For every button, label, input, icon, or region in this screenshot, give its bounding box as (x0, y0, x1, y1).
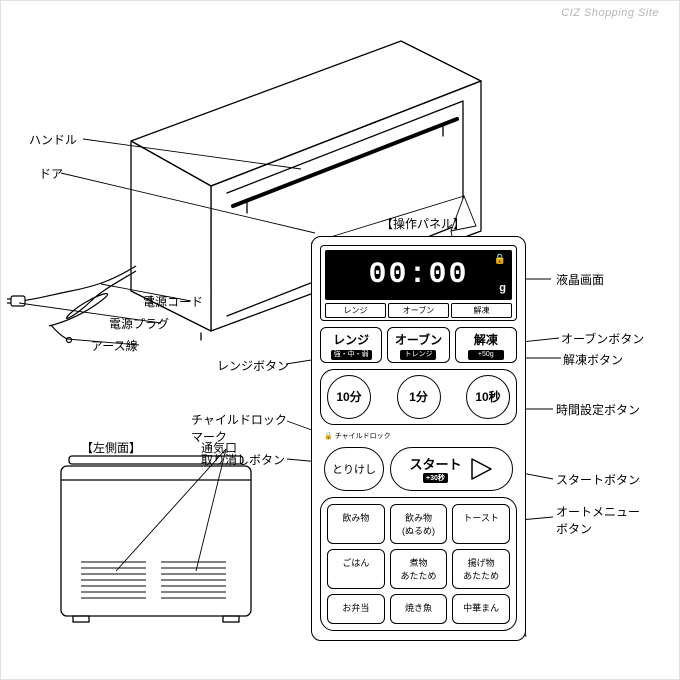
lcd-tab: 解凍 (451, 303, 512, 318)
start-button[interactable]: スタート +30秒 (390, 447, 513, 491)
play-icon (468, 456, 494, 482)
auto-btn[interactable]: 中華まん (452, 594, 510, 624)
callout-start-btn: スタートボタン (556, 471, 640, 488)
page: CIZ Shopping Site (0, 0, 680, 680)
callout-cancel-btn: 取り消しボタン (201, 451, 285, 468)
start-text: スタート +30秒 (409, 454, 461, 483)
control-panel: 🔒 00:00 g レンジ オーブン 解凍 レンジ 強・中・弱 オーブン トレン… (311, 236, 526, 641)
label-power-plug: 電源プラグ (109, 315, 169, 332)
start-sub: +30秒 (423, 473, 448, 483)
callout-time-btn: 時間設定ボタン (556, 401, 640, 418)
callout-oven-btn: オーブンボタン (561, 330, 644, 347)
mode-button-row: レンジ 強・中・弱 オーブン トレンジ 解凍 +50g (320, 327, 517, 363)
auto-btn[interactable]: 煮物 あたため (390, 549, 448, 589)
childlock-text: チャイルドロック (335, 431, 391, 441)
callout-childlock: チャイルドロック マーク (191, 411, 287, 445)
auto-menu-group: 飲み物 飲み物 (ぬるめ) トースト ごはん 煮物 あたため 揚げ物 あたため … (320, 497, 517, 631)
cancel-button[interactable]: とりけし (324, 447, 384, 491)
time-button-group: 10分 1分 10秒 (320, 369, 517, 425)
lcd: 🔒 00:00 g レンジ オーブン 解凍 (320, 245, 517, 321)
lcd-tabs: レンジ オーブン 解凍 (325, 303, 512, 318)
lock-icon-small: 🔒 (324, 432, 333, 440)
defrost-button-sub: +50g (468, 350, 504, 360)
range-button[interactable]: レンジ 強・中・弱 (320, 327, 382, 363)
defrost-button[interactable]: 解凍 +50g (455, 327, 517, 363)
time-1min-button[interactable]: 1分 (397, 375, 441, 419)
label-door: ドア (39, 165, 63, 182)
lcd-tab: レンジ (325, 303, 386, 318)
auto-btn[interactable]: 揚げ物 あたため (452, 549, 510, 589)
childlock-label-row: 🔒 チャイルドロック (320, 431, 517, 441)
callout-defrost-btn: 解凍ボタン (563, 351, 623, 368)
time-10min-button[interactable]: 10分 (327, 375, 371, 419)
lcd-unit: g (499, 282, 506, 294)
auto-btn[interactable]: 飲み物 (ぬるめ) (390, 504, 448, 544)
lcd-tab: オーブン (388, 303, 449, 318)
label-handle: ハンドル (29, 131, 77, 148)
auto-btn[interactable]: ごはん (327, 549, 385, 589)
auto-btn[interactable]: トースト (452, 504, 510, 544)
lcd-screen: 🔒 00:00 g (325, 250, 512, 300)
oven-button-label: オーブン (395, 331, 442, 348)
start-row: とりけし スタート +30秒 (320, 447, 517, 491)
oven-button[interactable]: オーブン トレンジ (387, 327, 449, 363)
auto-btn[interactable]: お弁当 (327, 594, 385, 624)
oven-button-sub: トレンジ (400, 350, 436, 360)
label-ground-wire: アース線 (91, 337, 138, 354)
auto-btn[interactable]: 飲み物 (327, 504, 385, 544)
auto-btn[interactable]: 焼き魚 (390, 594, 448, 624)
lock-icon: 🔒 (494, 254, 506, 265)
side-view-title: 左側面 (81, 439, 141, 456)
range-button-label: レンジ (333, 331, 369, 348)
start-label: スタート (409, 454, 461, 473)
lcd-digits: 00:00 (368, 258, 468, 292)
label-power-cord: 電源コード (143, 293, 203, 310)
defrost-button-label: 解凍 (474, 331, 498, 348)
callout-range-btn: レンジボタン (217, 357, 289, 374)
range-button-sub: 強・中・弱 (331, 350, 372, 360)
callout-lcd: 液晶画面 (556, 271, 604, 288)
callout-auto-btn: オートメニュー ボタン (556, 503, 640, 537)
time-10sec-button[interactable]: 10秒 (466, 375, 510, 419)
panel-title: 操作パネル (381, 215, 465, 232)
